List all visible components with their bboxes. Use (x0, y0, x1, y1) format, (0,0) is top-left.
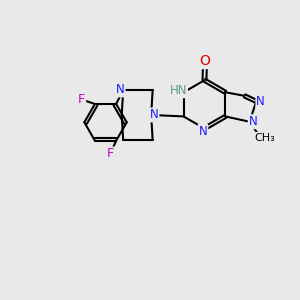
Text: N: N (249, 115, 257, 128)
Text: HN: HN (169, 84, 187, 97)
Text: N: N (116, 83, 124, 96)
Text: O: O (200, 54, 211, 68)
Text: F: F (78, 93, 85, 106)
Text: N: N (150, 109, 158, 122)
Text: N: N (199, 125, 207, 138)
Text: F: F (107, 147, 114, 161)
Text: CH₃: CH₃ (255, 133, 275, 143)
Text: N: N (256, 95, 265, 108)
